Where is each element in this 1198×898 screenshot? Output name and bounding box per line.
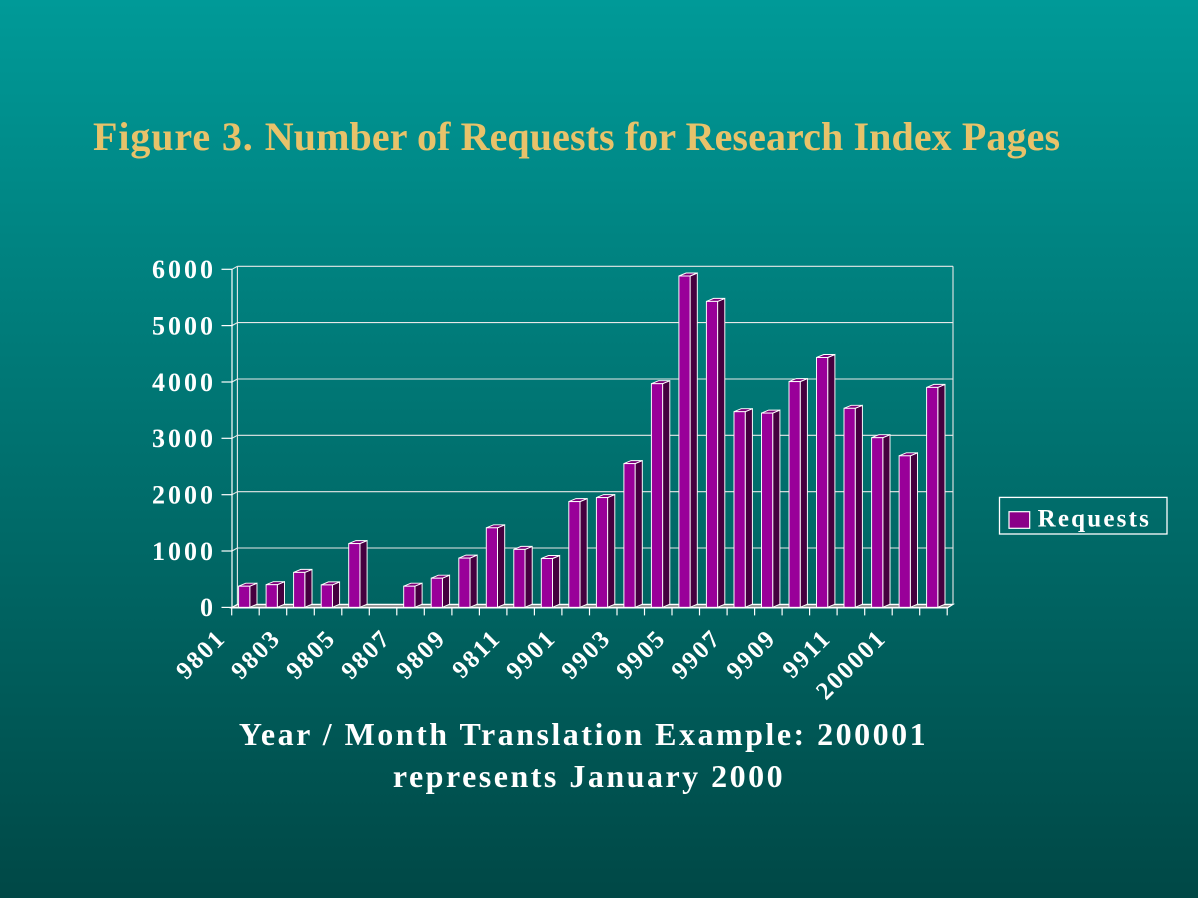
svg-text:6000: 6000 <box>152 255 216 284</box>
svg-text:Requests: Requests <box>1038 506 1151 533</box>
svg-text:9811: 9811 <box>447 625 506 684</box>
svg-text:9807: 9807 <box>336 625 396 685</box>
svg-text:5000: 5000 <box>152 311 216 340</box>
svg-text:Year / Month Translation Examp: Year / Month Translation Example: 200001 <box>239 716 928 752</box>
svg-text:9801: 9801 <box>171 625 231 685</box>
svg-text:9903: 9903 <box>556 625 616 685</box>
svg-text:0: 0 <box>200 593 216 622</box>
svg-text:9909: 9909 <box>722 625 782 685</box>
svg-text:4000: 4000 <box>152 368 216 397</box>
svg-text:represents January 2000: represents January 2000 <box>393 758 785 794</box>
svg-text:3000: 3000 <box>152 424 216 453</box>
svg-text:9805: 9805 <box>281 625 341 685</box>
svg-text:2000: 2000 <box>152 481 216 510</box>
svg-text:1000: 1000 <box>152 537 216 566</box>
svg-text:9905: 9905 <box>611 625 671 685</box>
svg-text:9809: 9809 <box>391 625 451 685</box>
svg-text:9907: 9907 <box>667 625 727 685</box>
svg-text:9803: 9803 <box>226 625 286 685</box>
svg-text:9901: 9901 <box>501 625 561 685</box>
